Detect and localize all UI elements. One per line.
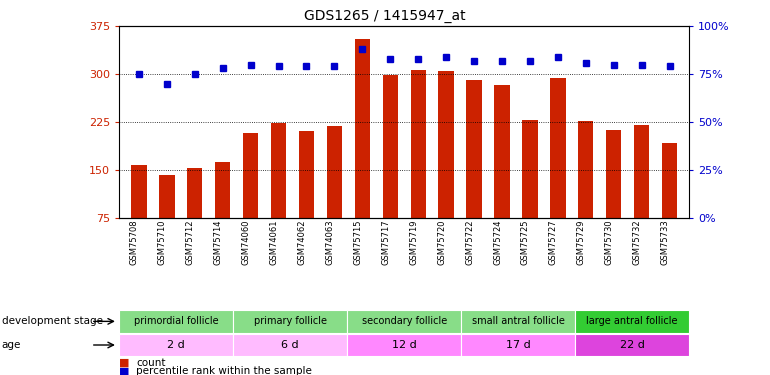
Text: GSM74060: GSM74060 xyxy=(242,219,250,265)
Bar xyxy=(575,310,689,333)
Bar xyxy=(215,162,230,218)
Text: count: count xyxy=(136,358,166,368)
Text: GSM75710: GSM75710 xyxy=(158,219,167,265)
Text: GSM75720: GSM75720 xyxy=(437,219,446,265)
Text: ■: ■ xyxy=(119,366,130,375)
Text: secondary follicle: secondary follicle xyxy=(362,316,447,326)
Text: 12 d: 12 d xyxy=(392,340,417,350)
Text: GSM75733: GSM75733 xyxy=(661,219,670,265)
Bar xyxy=(662,143,678,218)
Bar xyxy=(461,334,575,356)
Text: development stage: development stage xyxy=(2,316,102,326)
Text: GSM75722: GSM75722 xyxy=(465,219,474,265)
Bar xyxy=(551,78,565,218)
Text: GSM75729: GSM75729 xyxy=(577,219,586,265)
Bar xyxy=(299,132,314,218)
Bar xyxy=(355,39,370,218)
Text: GSM75727: GSM75727 xyxy=(549,219,558,265)
Text: large antral follicle: large antral follicle xyxy=(587,316,678,326)
Bar xyxy=(634,125,649,218)
Text: 6 d: 6 d xyxy=(282,340,299,350)
Text: GSM74061: GSM74061 xyxy=(270,219,279,265)
Text: GSM75717: GSM75717 xyxy=(381,219,390,265)
Text: ■: ■ xyxy=(119,358,130,368)
Text: GSM75715: GSM75715 xyxy=(353,219,363,265)
Text: small antral follicle: small antral follicle xyxy=(472,316,564,326)
Bar xyxy=(438,71,454,217)
Text: GSM75708: GSM75708 xyxy=(130,219,139,265)
Bar xyxy=(383,75,398,217)
Text: 17 d: 17 d xyxy=(506,340,531,350)
Bar xyxy=(606,129,621,218)
Bar xyxy=(467,80,482,218)
Text: 22 d: 22 d xyxy=(620,340,644,350)
Bar xyxy=(187,168,203,217)
Bar xyxy=(410,70,426,217)
Bar xyxy=(233,334,347,356)
Text: 2 d: 2 d xyxy=(167,340,186,350)
Text: percentile rank within the sample: percentile rank within the sample xyxy=(136,366,312,375)
Bar xyxy=(233,310,347,333)
Bar xyxy=(159,175,175,217)
Bar xyxy=(119,334,233,356)
Bar xyxy=(575,334,689,356)
Text: primordial follicle: primordial follicle xyxy=(134,316,219,326)
Bar xyxy=(494,85,510,218)
Bar xyxy=(578,121,594,218)
Text: GSM74063: GSM74063 xyxy=(326,219,334,265)
Bar xyxy=(461,310,575,333)
Bar xyxy=(119,310,233,333)
Bar xyxy=(522,120,537,218)
Text: age: age xyxy=(2,340,21,350)
Bar xyxy=(243,134,258,218)
Text: GSM75730: GSM75730 xyxy=(604,219,614,265)
Text: GSM75714: GSM75714 xyxy=(214,219,223,265)
Bar xyxy=(131,165,146,218)
Text: GSM75732: GSM75732 xyxy=(633,219,641,265)
Text: GSM75725: GSM75725 xyxy=(521,219,530,265)
Text: GSM75719: GSM75719 xyxy=(409,219,418,265)
Bar xyxy=(326,126,342,218)
Text: primary follicle: primary follicle xyxy=(254,316,326,326)
Bar xyxy=(347,334,461,356)
Text: GSM74062: GSM74062 xyxy=(297,219,306,265)
Bar xyxy=(347,310,461,333)
Text: GSM75724: GSM75724 xyxy=(493,219,502,265)
Bar xyxy=(271,123,286,218)
Text: GDS1265 / 1415947_at: GDS1265 / 1415947_at xyxy=(304,9,466,23)
Text: GSM75712: GSM75712 xyxy=(186,219,195,265)
